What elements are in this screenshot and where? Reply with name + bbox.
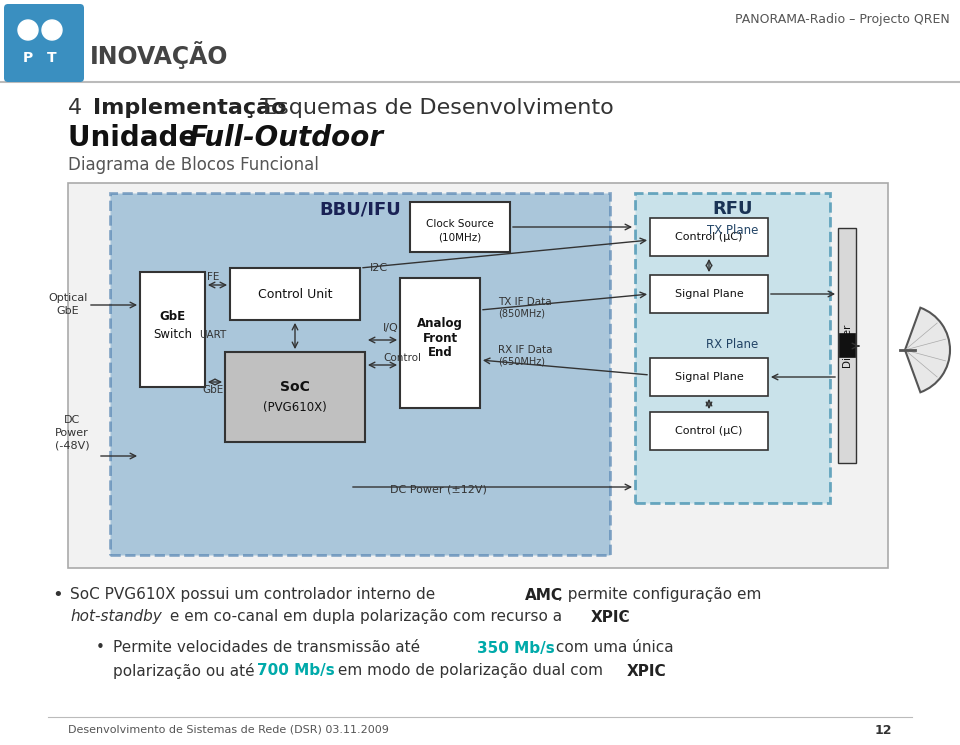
- Text: hot-standby: hot-standby: [70, 609, 161, 624]
- FancyBboxPatch shape: [650, 358, 768, 396]
- Text: RX Plane: RX Plane: [707, 338, 758, 352]
- Text: Control (μC): Control (μC): [675, 426, 743, 436]
- Text: PANORAMA-Radio – Projecto QREN: PANORAMA-Radio – Projecto QREN: [735, 13, 950, 27]
- Text: , permite configuração em: , permite configuração em: [558, 588, 761, 603]
- FancyBboxPatch shape: [140, 272, 205, 387]
- Text: Diagrama de Blocos Funcional: Diagrama de Blocos Funcional: [68, 156, 319, 174]
- Text: Diplexer: Diplexer: [842, 324, 852, 367]
- Text: AMC: AMC: [525, 588, 563, 603]
- Text: INOVAÇÃO: INOVAÇÃO: [90, 41, 228, 69]
- Text: DC Power (±12V): DC Power (±12V): [390, 485, 487, 495]
- Text: 700 Mb/s: 700 Mb/s: [257, 664, 335, 679]
- Text: (10MHz): (10MHz): [439, 232, 482, 242]
- Text: .: .: [660, 664, 665, 679]
- Text: UART: UART: [200, 330, 227, 340]
- Text: Signal Plane: Signal Plane: [675, 372, 743, 382]
- Text: :: :: [622, 609, 627, 624]
- Text: (850MHz): (850MHz): [498, 309, 545, 319]
- Text: Control (μC): Control (μC): [675, 232, 743, 242]
- Text: e em co-canal em dupla polarização com recurso a: e em co-canal em dupla polarização com r…: [165, 609, 567, 624]
- Text: Control: Control: [383, 353, 421, 363]
- Circle shape: [42, 20, 62, 40]
- Text: Analog: Analog: [417, 317, 463, 329]
- FancyBboxPatch shape: [410, 202, 510, 252]
- Text: •: •: [96, 641, 105, 656]
- Text: FE: FE: [206, 272, 219, 282]
- Text: (PVG610X): (PVG610X): [263, 401, 326, 413]
- Text: Optical: Optical: [48, 293, 87, 303]
- Text: T: T: [47, 51, 57, 65]
- Text: em modo de polarização dual com: em modo de polarização dual com: [333, 664, 608, 679]
- Text: Desenvolvimento de Sistemas de Rede (DSR) 03.11.2009: Desenvolvimento de Sistemas de Rede (DSR…: [68, 725, 389, 735]
- Text: Full-Outdoor: Full-Outdoor: [188, 124, 383, 152]
- Text: TX IF Data: TX IF Data: [498, 297, 552, 307]
- Text: Unidade: Unidade: [68, 124, 206, 152]
- FancyBboxPatch shape: [225, 352, 365, 442]
- FancyBboxPatch shape: [110, 193, 610, 555]
- Text: Esquemas de Desenvolvimento: Esquemas de Desenvolvimento: [256, 98, 613, 118]
- Text: (-48V): (-48V): [55, 441, 89, 451]
- Text: Switch: Switch: [153, 328, 192, 340]
- Text: (650MHz): (650MHz): [498, 357, 545, 367]
- FancyBboxPatch shape: [68, 183, 888, 568]
- Text: RX IF Data: RX IF Data: [498, 345, 553, 355]
- Text: Signal Plane: Signal Plane: [675, 289, 743, 299]
- Text: polarização ou até: polarização ou até: [113, 663, 259, 679]
- FancyBboxPatch shape: [839, 333, 855, 357]
- Text: GbE: GbE: [159, 311, 185, 323]
- Text: BBU/IFU: BBU/IFU: [319, 200, 401, 218]
- FancyBboxPatch shape: [400, 278, 480, 408]
- Text: P: P: [23, 51, 34, 65]
- Text: •: •: [53, 586, 63, 604]
- Circle shape: [18, 20, 38, 40]
- Text: Front: Front: [422, 332, 458, 344]
- FancyBboxPatch shape: [838, 228, 856, 463]
- Text: XPIC: XPIC: [591, 609, 631, 624]
- Text: com uma única: com uma única: [551, 641, 674, 656]
- FancyBboxPatch shape: [650, 275, 768, 313]
- Text: RFU: RFU: [712, 200, 753, 218]
- Text: DC: DC: [64, 415, 80, 425]
- Text: I/Q: I/Q: [383, 323, 398, 333]
- Text: 350 Mb/s: 350 Mb/s: [477, 641, 555, 656]
- Text: Power: Power: [55, 428, 89, 438]
- Text: SoC PVG610X possui um controlador interno de: SoC PVG610X possui um controlador intern…: [70, 588, 440, 603]
- Text: Implementação: Implementação: [93, 98, 286, 118]
- Text: TX Plane: TX Plane: [707, 224, 758, 238]
- FancyBboxPatch shape: [650, 218, 768, 256]
- Text: Permite velocidades de transmissão até: Permite velocidades de transmissão até: [113, 641, 425, 656]
- FancyBboxPatch shape: [230, 268, 360, 320]
- FancyBboxPatch shape: [635, 193, 830, 503]
- Text: 4: 4: [68, 98, 96, 118]
- Wedge shape: [905, 308, 950, 393]
- Text: Clock Source: Clock Source: [426, 219, 493, 229]
- Text: SoC: SoC: [280, 380, 310, 394]
- Text: End: End: [427, 346, 452, 360]
- Text: GbE: GbE: [203, 385, 224, 395]
- Text: Control Unit: Control Unit: [257, 288, 332, 300]
- Text: XPIC: XPIC: [627, 664, 666, 679]
- FancyBboxPatch shape: [650, 412, 768, 450]
- Text: 12: 12: [875, 723, 892, 737]
- Text: GbE: GbE: [57, 306, 80, 316]
- Text: I2C: I2C: [370, 263, 388, 273]
- FancyBboxPatch shape: [4, 4, 84, 82]
